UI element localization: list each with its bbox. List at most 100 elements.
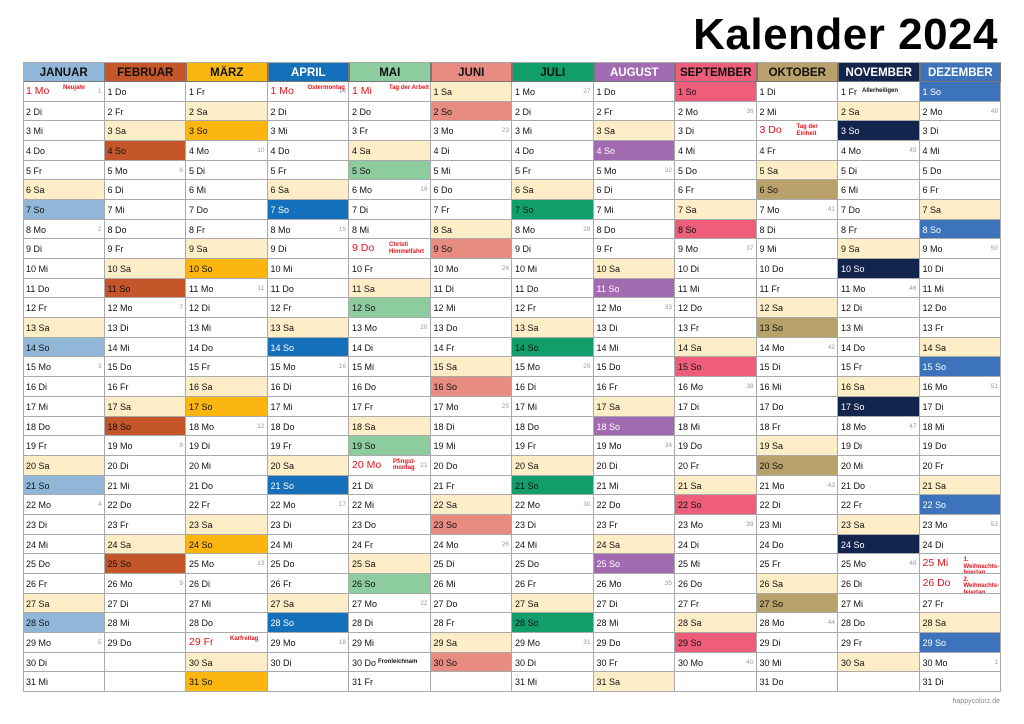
- day-label: 20 Sa: [26, 460, 50, 471]
- day-cell: 9 Fr: [104, 239, 186, 260]
- day-label: 16 So: [433, 382, 458, 393]
- day-label: 12 Di: [841, 303, 863, 314]
- day-label: 15 Mo: [270, 362, 296, 373]
- day-cell: 7 Mo 41: [756, 200, 838, 220]
- month-header-2: FEBRUAR: [104, 62, 186, 82]
- day-cell: 3 Sa: [104, 121, 186, 142]
- day-label: 20 Fr: [922, 460, 944, 471]
- day-label: 10 Do: [759, 264, 784, 275]
- day-cell: 29 Mo 18: [267, 632, 349, 653]
- day-label: 14 So: [270, 342, 295, 353]
- day-label: 21 So: [270, 480, 295, 491]
- day-cell: 30 So: [430, 652, 512, 673]
- day-label: 11 Do: [26, 283, 50, 294]
- day-label: 22 Mo: [270, 500, 296, 511]
- day-label: 29 Mi: [352, 637, 375, 648]
- day-label: 27 Sa: [270, 598, 295, 609]
- day-label: 14 Do: [189, 342, 214, 353]
- day-cell: 8 So: [675, 219, 757, 240]
- day-label: 16 Di: [26, 382, 48, 393]
- day-cell: 16 Sa: [186, 377, 268, 397]
- day-label: 13 Di: [596, 323, 618, 334]
- day-label: 8 Sa: [433, 224, 453, 235]
- day-cell: 7 So: [23, 200, 105, 220]
- day-cell: 14 So: [267, 337, 349, 358]
- day-label: 24 Sa: [596, 539, 621, 550]
- day-cell: 29 Fr Karfreitag: [186, 632, 268, 653]
- day-cell: 24 Mi: [267, 534, 349, 555]
- day-label: 26 Fr: [515, 578, 537, 589]
- day-label: 22 Do: [107, 500, 132, 511]
- day-cell: 21 Di: [349, 475, 431, 496]
- day-cell: 15 So: [919, 357, 1001, 378]
- day-label: 6 Fr: [678, 185, 695, 196]
- day-cell: 16 Sa: [838, 377, 920, 397]
- day-label: 25 So: [107, 559, 132, 570]
- day-label: 28 Mi: [596, 618, 619, 629]
- day-label: 13 Mi: [841, 323, 864, 334]
- day-cell: 29 Mi: [349, 632, 431, 653]
- day-cell: 16 Do: [349, 377, 431, 397]
- day-cell: 27 Mo 22: [349, 593, 431, 614]
- day-label: 28 Sa: [678, 618, 702, 629]
- day-cell: 23 Di: [512, 514, 594, 535]
- day-cell: 18 Do: [23, 416, 105, 437]
- day-label: 15 Mo: [26, 362, 52, 373]
- day-cell: 10 So: [186, 259, 268, 279]
- day-cell: 14 Mo 42: [756, 337, 838, 358]
- day-cell: 7 Mi: [104, 200, 186, 220]
- day-cell: 2 Do: [349, 101, 431, 122]
- empty-cell: [104, 672, 186, 692]
- day-cell: 13 Fr: [919, 318, 1001, 338]
- week-number: 15: [338, 225, 346, 233]
- day-label: 14 Mo: [759, 342, 785, 353]
- day-cell: 6 So: [756, 180, 838, 201]
- day-label: 22 Di: [759, 500, 781, 511]
- day-label: 19 Mo: [107, 441, 133, 452]
- day-cell: 4 Mi: [675, 141, 757, 161]
- day-cell: 2 Fr: [593, 101, 675, 122]
- day-cell: 15 Di: [756, 357, 838, 378]
- holiday-name: Christi Himmelfahrt: [389, 242, 425, 255]
- day-label: 8 Mo: [515, 224, 536, 235]
- day-label: 13 Di: [107, 323, 129, 334]
- day-cell: 24 Sa: [104, 534, 186, 555]
- day-cell: 27 Mi: [838, 593, 920, 614]
- day-cell: 25 So: [593, 554, 675, 574]
- day-label: 3 Fr: [352, 126, 369, 137]
- day-label: 13 Fr: [678, 323, 700, 334]
- day-label: 1 Mo: [26, 85, 50, 97]
- day-cell: 7 Fr: [430, 200, 512, 220]
- week-number: 13: [257, 560, 265, 568]
- holiday-name: Ostermontag: [307, 85, 345, 91]
- day-label: 21 Mi: [107, 480, 130, 491]
- day-cell: 27 Mi: [186, 593, 268, 614]
- day-label: 25 Mi: [678, 559, 701, 570]
- day-cell: 26 Fr: [23, 573, 105, 594]
- day-label: 11 Mi: [678, 283, 700, 294]
- day-label: 16 Sa: [189, 382, 213, 393]
- day-label: 13 Sa: [270, 323, 295, 334]
- day-label: 31 So: [189, 677, 213, 688]
- day-cell: 21 Sa: [919, 475, 1001, 496]
- observance-name: Fronleichnam: [378, 658, 418, 665]
- week-number: 47: [909, 422, 917, 430]
- week-number: 4: [97, 501, 102, 509]
- day-label: 4 Di: [433, 146, 450, 157]
- day-cell: 23 Mo 52: [919, 514, 1001, 535]
- month-header-8: AUGUST: [593, 62, 675, 82]
- day-cell: 7 Do: [838, 200, 920, 220]
- day-cell: 17 So: [186, 396, 268, 417]
- day-label: 28 So: [515, 618, 539, 629]
- day-label: 23 Mi: [759, 519, 782, 530]
- day-cell: 6 Mi: [186, 180, 268, 201]
- day-cell: 15 Mo 3: [23, 357, 105, 378]
- day-label: 17 Mo: [433, 401, 459, 412]
- day-label: 17 Mi: [26, 401, 49, 412]
- day-label: 3 Di: [678, 126, 695, 137]
- day-cell: 2 Mo 49: [919, 101, 1001, 122]
- day-label: 15 Fr: [841, 362, 863, 373]
- day-label: 22 Mi: [352, 500, 375, 511]
- day-cell: 15 Sa: [430, 357, 512, 378]
- day-label: 12 Mo: [107, 303, 133, 314]
